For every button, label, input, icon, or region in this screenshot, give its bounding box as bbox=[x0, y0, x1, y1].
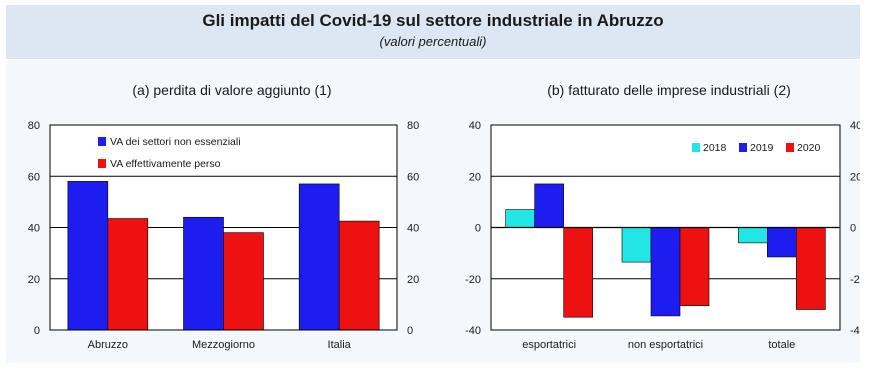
chart-b-y-tick-label-left: 0 bbox=[475, 223, 481, 235]
chart-a-y-tick-label-right: 0 bbox=[407, 325, 413, 337]
chart-a-y-tick-label-right: 60 bbox=[407, 171, 419, 183]
chart-a-y-tick-label-right: 40 bbox=[407, 223, 419, 235]
chart-b-category-label: non esportatrici bbox=[628, 339, 703, 351]
chart-b-bar bbox=[621, 227, 652, 263]
chart-b-legend-label: 2020 bbox=[797, 142, 821, 154]
chart-b-y-tick-label-left: 40 bbox=[469, 120, 481, 132]
chart-b-bar bbox=[563, 227, 593, 318]
chart-b-bar bbox=[796, 227, 826, 310]
chart-b-legend-label: 2019 bbox=[750, 142, 774, 154]
chart-a-bar bbox=[107, 218, 149, 331]
chart-b-y-tick-label-right: 20 bbox=[850, 171, 860, 183]
chart-b-title: (b) fatturato delle imprese industriali … bbox=[547, 82, 791, 98]
chart-a-legend-swatch bbox=[98, 159, 106, 168]
chart-a-title: (a) perdita di valore aggiunto (1) bbox=[132, 82, 331, 98]
chart-a-y-tick-label-left: 40 bbox=[28, 223, 40, 235]
chart-a-category-label: Abruzzo bbox=[88, 339, 128, 351]
figure-subtitle: (valori percentuali) bbox=[379, 34, 487, 49]
chart-a-y-tick-label-left: 20 bbox=[28, 274, 40, 286]
chart-b-bar bbox=[738, 227, 768, 244]
chart-a-bar bbox=[298, 183, 340, 331]
chart-b-bar bbox=[650, 227, 681, 317]
chart-b-legend-label: 2018 bbox=[703, 142, 727, 154]
chart-b-bar bbox=[505, 209, 535, 228]
chart-b-category-label: totale bbox=[768, 339, 795, 351]
chart-b-y-tick-label-right: -40 bbox=[850, 325, 860, 337]
charts-svg: (a) perdita di valore aggiunto (1) (b) f… bbox=[28, 82, 866, 351]
chart-a-y-tick-label-left: 0 bbox=[34, 325, 40, 337]
chart-b-y-tick-label-left: -40 bbox=[465, 325, 481, 337]
chart-a-category-label: Mezzogiorno bbox=[192, 339, 255, 351]
figure-header: Gli impatti del Covid-19 sul settore ind… bbox=[6, 5, 860, 59]
chart-a-y-tick-label-right: 20 bbox=[407, 274, 419, 286]
chart-a-y-tick-label-left: 60 bbox=[28, 171, 40, 183]
chart-a: 0 0 20 20 40 40 60 60 80 80 Abruzzo Mezzogiorno Ital… bbox=[28, 120, 420, 351]
chart-b-legend-swatch bbox=[739, 143, 747, 152]
chart-a-legend-label: VA dei settori non essenziali bbox=[110, 136, 241, 148]
figure-title: Gli impatti del Covid-19 sul settore ind… bbox=[202, 11, 664, 30]
chart-a-bar bbox=[67, 181, 109, 331]
chart-a-y-tick-label-left: 80 bbox=[28, 120, 40, 132]
chart-b: -40-40-20-200020204040esportatricinon es… bbox=[465, 120, 866, 351]
chart-b-legend: 2018 2019 2020 bbox=[692, 142, 821, 154]
chart-b-y-tick-label-left: 20 bbox=[469, 171, 481, 183]
chart-a-frame bbox=[49, 124, 398, 331]
chart-b-legend-swatch bbox=[786, 143, 794, 152]
chart-a-legend: VA dei settori non essenziali VA effettiv… bbox=[98, 136, 241, 170]
chart-a-bar bbox=[338, 220, 380, 331]
chart-a-bar bbox=[183, 216, 224, 331]
chart-b-y-tick-label-right: -20 bbox=[850, 274, 860, 286]
chart-b-y-tick-label-left: -20 bbox=[465, 274, 481, 286]
chart-b-bar bbox=[679, 227, 710, 306]
chart-b-category-label: esportatrici bbox=[522, 339, 576, 351]
chart-b-legend-swatch bbox=[692, 143, 700, 152]
chart-a-legend-label: VA effettivamente perso bbox=[110, 158, 221, 170]
chart-b-y-tick-label-right: 0 bbox=[850, 223, 856, 235]
chart-b-bar bbox=[767, 227, 797, 258]
chart-a-legend-swatch bbox=[98, 137, 106, 146]
chart-b-bar bbox=[534, 183, 564, 228]
chart-a-y-tick-label-right: 80 bbox=[407, 120, 419, 132]
chart-b-y-tick-label-right: 40 bbox=[850, 120, 860, 132]
charts-area: (a) perdita di valore aggiunto (1) (b) f… bbox=[6, 60, 866, 363]
chart-a-category-label: Italia bbox=[328, 339, 352, 351]
chart-a-bar bbox=[223, 232, 264, 331]
